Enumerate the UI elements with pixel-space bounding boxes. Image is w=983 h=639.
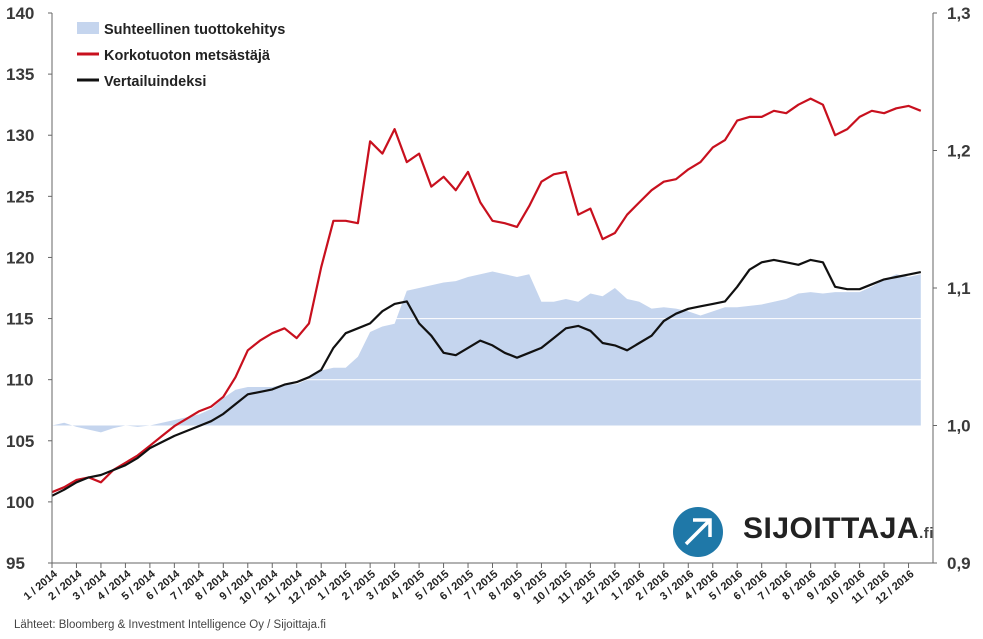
y-left-tick-label: 115 [6,310,33,329]
legend-swatch-area [77,22,99,34]
y-left-tick-label: 105 [6,432,34,451]
y-left-tick-label: 100 [6,493,34,512]
series-line-korkotuoton [51,97,922,494]
y-left-tick-label: 110 [6,371,33,390]
arrow-up-right-icon [684,518,712,546]
line-layer [51,97,922,497]
sijoittaja-logo: SIJOITTAJA.fi [673,507,933,559]
y-left-tick-label: 135 [6,65,34,84]
grid-layer [52,73,933,503]
logo-text: SIJOITTAJA.fi [743,512,934,546]
y-right-tick-label: 1,3 [947,4,971,23]
series-area-relative [52,271,921,433]
source-note: Lähteet: Bloomberg & Investment Intellig… [14,619,326,631]
y-right-tick-label: 1,2 [947,142,971,161]
logo-circle [673,507,723,557]
logo-suffix: .fi [919,525,934,542]
area-layer [52,271,921,433]
legend-label: Korkotuoton metsästäjä [104,48,271,64]
y-left-tick-label: 125 [6,187,34,206]
y-left-tick-label: 95 [6,554,25,573]
y-right-tick-label: 1,1 [947,279,971,298]
y-left-tick-label: 130 [6,126,34,145]
y-right-tick-label: 1,0 [947,417,971,436]
logo-brand: SIJOITTAJA [743,512,920,545]
series-line-vertailuindeksi [51,258,922,497]
legend-label: Suhteellinen tuottokehitys [104,22,285,38]
legend: Suhteellinen tuottokehitys Korkotuoton me… [77,22,285,90]
y-right-tick-label: 0,9 [947,554,971,573]
legend-label: Vertailuindeksi [104,74,206,90]
y-left-tick-label: 140 [6,4,34,23]
y-left-tick-label: 120 [6,248,34,267]
